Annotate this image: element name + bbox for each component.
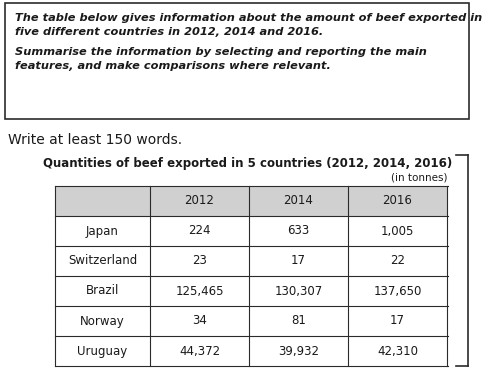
Text: 23: 23 — [192, 254, 207, 268]
Text: (in tonnes): (in tonnes) — [391, 172, 448, 182]
Bar — [55, 216, 448, 246]
Text: Quantities of beef exported in 5 countries (2012, 2014, 2016): Quantities of beef exported in 5 countri… — [43, 157, 453, 170]
Text: five different countries in 2012, 2014 and 2016.: five different countries in 2012, 2014 a… — [15, 27, 323, 37]
Bar — [55, 186, 448, 216]
Text: features, and make comparisons where relevant.: features, and make comparisons where rel… — [15, 61, 331, 71]
Text: 130,307: 130,307 — [274, 285, 323, 297]
Bar — [55, 336, 448, 366]
Text: 17: 17 — [291, 254, 306, 268]
Bar — [55, 276, 448, 306]
Text: Write at least 150 words.: Write at least 150 words. — [8, 133, 182, 147]
Text: Norway: Norway — [80, 314, 125, 328]
Text: Uruguay: Uruguay — [78, 345, 128, 357]
Text: 44,372: 44,372 — [179, 345, 220, 357]
Text: 34: 34 — [192, 314, 207, 328]
Text: 22: 22 — [390, 254, 405, 268]
Bar — [5, 3, 469, 119]
Text: 137,650: 137,650 — [373, 285, 422, 297]
Text: 2016: 2016 — [382, 195, 412, 207]
Text: Summarise the information by selecting and reporting the main: Summarise the information by selecting a… — [15, 47, 427, 57]
Text: Japan: Japan — [86, 224, 119, 238]
Text: 633: 633 — [287, 224, 310, 238]
Text: 2012: 2012 — [185, 195, 215, 207]
Text: 125,465: 125,465 — [175, 285, 224, 297]
Text: 1,005: 1,005 — [381, 224, 414, 238]
Text: 81: 81 — [291, 314, 306, 328]
Text: The table below gives information about the amount of beef exported in: The table below gives information about … — [15, 13, 482, 23]
Text: 224: 224 — [188, 224, 211, 238]
Text: 39,932: 39,932 — [278, 345, 319, 357]
Text: Brazil: Brazil — [86, 285, 119, 297]
Bar — [55, 246, 448, 276]
Text: 2014: 2014 — [284, 195, 313, 207]
Text: 17: 17 — [390, 314, 405, 328]
Text: 42,310: 42,310 — [377, 345, 418, 357]
Text: Switzerland: Switzerland — [68, 254, 137, 268]
Bar — [55, 306, 448, 336]
